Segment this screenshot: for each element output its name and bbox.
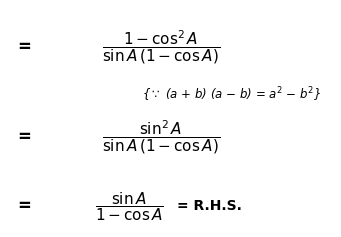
Text: {$\because$ ($a$ + $b$) ($a$ − $b$) = $a^2$ − $b^2$}: {$\because$ ($a$ + $b$) ($a$ − $b$) = $a… [142,86,322,104]
Text: $\dfrac{\sin^2 A}{\sin A\,(1 - \cos A)}$: $\dfrac{\sin^2 A}{\sin A\,(1 - \cos A)}$ [102,119,220,156]
Text: =: = [17,38,31,56]
Text: = R.H.S.: = R.H.S. [177,199,242,213]
Text: $\dfrac{1 - \cos^2 A}{\sin A\,(1 - \cos A)}$: $\dfrac{1 - \cos^2 A}{\sin A\,(1 - \cos … [102,29,220,66]
Text: $\dfrac{\sin A}{1 - \cos A}$: $\dfrac{\sin A}{1 - \cos A}$ [95,190,164,223]
Text: =: = [17,197,31,215]
Text: =: = [17,128,31,146]
